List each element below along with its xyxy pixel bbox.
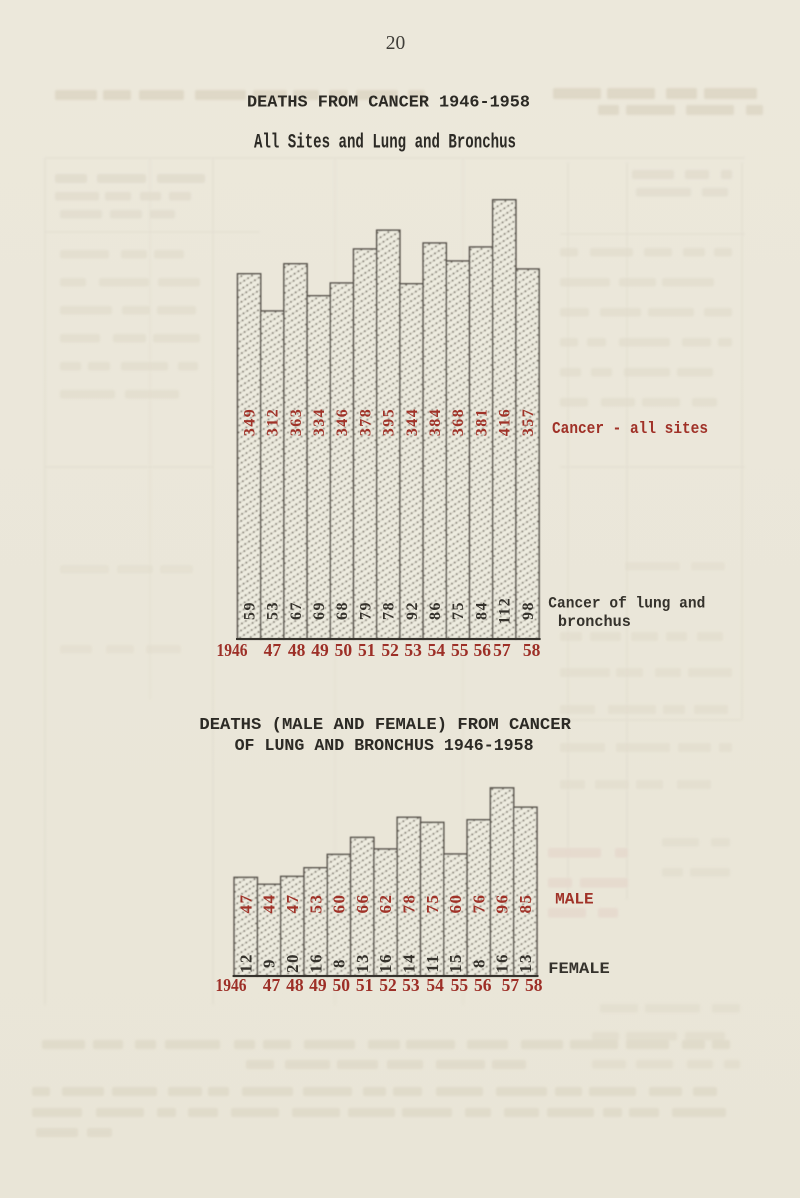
svg-text:69: 69 [311,601,328,620]
svg-text:52: 52 [381,640,399,660]
svg-text:44: 44 [260,894,279,914]
svg-text:13: 13 [353,953,372,973]
svg-text:56: 56 [474,640,492,660]
svg-text:Cancer - all sites: Cancer - all sites [552,419,708,438]
svg-text:53: 53 [402,975,420,995]
svg-text:55: 55 [451,975,469,995]
svg-text:1946: 1946 [217,640,248,660]
svg-text:76: 76 [469,894,488,914]
svg-text:57: 57 [502,975,520,995]
svg-text:OF LUNG AND BRONCHUS 1946-1958: OF LUNG AND BRONCHUS 1946-1958 [235,737,534,756]
svg-text:78: 78 [400,894,419,914]
svg-text:344: 344 [404,408,421,437]
svg-text:49: 49 [311,640,329,660]
svg-text:312: 312 [265,408,282,437]
svg-text:FEMALE: FEMALE [548,960,610,978]
svg-text:14: 14 [400,953,419,973]
svg-text:59: 59 [241,601,258,620]
svg-text:8: 8 [469,958,488,968]
svg-text:368: 368 [450,408,467,437]
svg-text:67: 67 [288,601,305,620]
svg-text:DEATHS (MALE AND FEMALE) FROM: DEATHS (MALE AND FEMALE) FROM CANCER [199,716,571,735]
svg-text:15: 15 [446,953,465,973]
svg-text:334: 334 [311,408,328,437]
svg-text:bronchus: bronchus [558,613,631,631]
svg-text:112: 112 [497,597,514,625]
svg-text:92: 92 [404,601,421,620]
svg-text:357: 357 [520,408,537,437]
svg-text:1946: 1946 [216,975,247,995]
svg-text:56: 56 [474,975,492,995]
svg-text:13: 13 [516,953,535,973]
svg-text:86: 86 [427,601,444,620]
svg-text:58: 58 [525,975,543,995]
svg-text:9: 9 [260,958,279,968]
svg-text:52: 52 [379,975,397,995]
svg-text:96: 96 [493,894,512,914]
svg-text:54: 54 [428,640,446,660]
svg-text:50: 50 [335,640,353,660]
svg-text:16: 16 [306,953,325,973]
svg-text:381: 381 [473,408,490,437]
svg-text:416: 416 [497,408,514,437]
svg-text:62: 62 [376,894,395,914]
svg-text:20: 20 [283,953,302,973]
svg-text:378: 378 [357,408,374,437]
svg-text:47: 47 [264,640,282,660]
svg-text:60: 60 [330,894,349,914]
svg-text:54: 54 [426,975,444,995]
svg-text:12: 12 [236,953,255,973]
svg-text:48: 48 [286,975,304,995]
svg-text:47: 47 [283,894,302,914]
svg-text:49: 49 [309,975,327,995]
svg-text:51: 51 [356,975,374,995]
svg-text:60: 60 [446,894,465,914]
svg-text:68: 68 [334,601,351,620]
svg-text:47: 47 [236,894,255,914]
svg-text:Cancer of lung and: Cancer of lung and [548,595,705,613]
svg-text:16: 16 [493,953,512,973]
svg-text:57: 57 [493,640,511,660]
svg-text:55: 55 [451,640,469,660]
svg-text:349: 349 [241,408,258,437]
svg-text:79: 79 [357,601,374,620]
svg-text:384: 384 [427,408,444,437]
svg-text:20: 20 [386,33,406,54]
svg-text:11: 11 [423,953,442,972]
svg-text:84: 84 [473,601,490,620]
svg-text:53: 53 [265,601,282,620]
svg-text:75: 75 [423,894,442,914]
svg-text:363: 363 [288,408,305,437]
svg-text:All Sites and Lung and Bronchu: All Sites and Lung and Bronchus [254,132,516,155]
svg-text:53: 53 [306,894,325,914]
svg-text:395: 395 [381,408,398,437]
svg-text:8: 8 [330,958,349,968]
svg-text:MALE: MALE [555,891,594,909]
svg-text:58: 58 [523,640,541,660]
svg-text:346: 346 [334,408,351,437]
svg-text:50: 50 [332,975,350,995]
svg-text:47: 47 [263,975,281,995]
svg-text:16: 16 [376,953,395,973]
svg-text:78: 78 [381,601,398,620]
svg-text:66: 66 [353,894,372,914]
svg-text:98: 98 [520,601,537,620]
svg-text:DEATHS FROM CANCER 1946-1958: DEATHS FROM CANCER 1946-1958 [247,94,530,113]
svg-text:48: 48 [288,640,306,660]
svg-text:85: 85 [516,894,535,914]
svg-text:53: 53 [404,640,422,660]
svg-text:75: 75 [450,601,467,620]
svg-text:51: 51 [358,640,376,660]
